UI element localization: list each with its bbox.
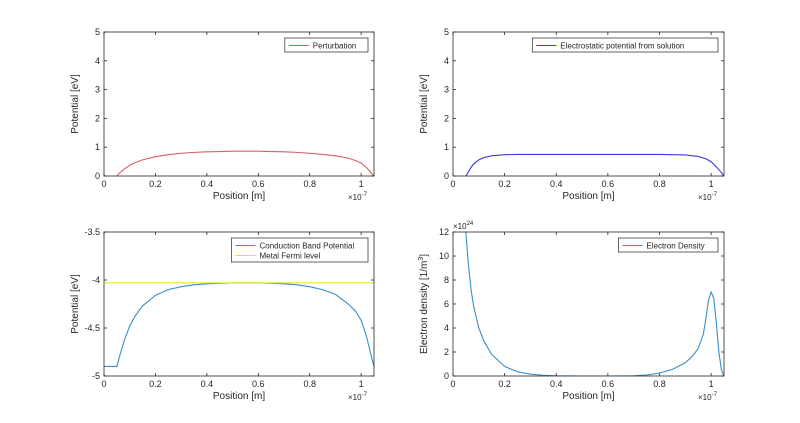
y-tick-label: 2 <box>95 113 100 123</box>
y-axis-label: Potential [eV] <box>419 74 430 134</box>
x-axis-label: Position [m] <box>213 191 265 202</box>
x-exponent-label: ×10-7 <box>348 392 368 402</box>
legend-box <box>231 237 369 263</box>
x-tick-label: 0.6 <box>252 379 265 389</box>
legend-box <box>284 37 369 53</box>
legend: Electrostatic potential from solution <box>531 37 719 53</box>
x-tick-label: 0 <box>101 179 106 189</box>
x-tick-label: 0.4 <box>201 379 214 389</box>
x-tick-label: 0 <box>450 179 455 189</box>
x-tick-label: 0.6 <box>602 379 615 389</box>
y-tick-label: 6 <box>444 299 449 309</box>
plot-area: 0 0.2 0.4 0.6 0.8 1 -5 -4.5 -4 -3.5 <box>84 227 375 389</box>
legend-box <box>618 237 719 253</box>
series-line-electrostatic-potential-from-solution <box>465 153 724 176</box>
y-tick-label: 1 <box>95 142 100 152</box>
legend-box <box>531 37 719 53</box>
electrostatic-potential-chart: 0 0.2 0.4 0.6 0.8 1 0 1 2 3 4 5 Electrostatic poten… <box>419 27 725 202</box>
legend-entry-electron-density: Electron Density <box>646 242 704 251</box>
x-tick-label: 0.8 <box>303 379 316 389</box>
x-tick-label: 0 <box>450 379 455 389</box>
x-tick-label: 0.4 <box>550 379 563 389</box>
axes-box <box>103 231 375 377</box>
y-tick-label: 4 <box>95 56 100 66</box>
x-tick-label: 0.8 <box>653 379 666 389</box>
y-tick-label: 10 <box>439 251 449 261</box>
y-tick-label: 0 <box>444 371 449 381</box>
x-tick-label: 0.2 <box>498 379 511 389</box>
x-axis-label: Position [m] <box>562 391 614 402</box>
y-tick-label: 2 <box>444 347 449 357</box>
x-tick-label: 1 <box>359 379 364 389</box>
perturbation-chart: 0 0.2 0.4 0.6 0.8 1 0 1 2 3 4 5 Perturbation Positi… <box>70 27 375 202</box>
x-tick-label: 0.4 <box>550 179 563 189</box>
plot-area: 0 0.2 0.4 0.6 0.8 1 0 1 2 3 4 5 <box>444 27 725 189</box>
y-axis-label: Electron density [1/m3] <box>418 254 430 354</box>
y-tick-label: -4 <box>92 275 100 285</box>
y-tick-label: 8 <box>444 275 449 285</box>
y-tick-label: -5 <box>92 371 100 381</box>
x-tick-label: 0.2 <box>498 179 511 189</box>
axes-box <box>103 31 375 177</box>
x-tick-label: 0.6 <box>602 179 615 189</box>
y-tick-label: 12 <box>439 227 449 237</box>
y-tick-label: -4.5 <box>84 323 100 333</box>
y-axis-label: Potential [eV] <box>70 274 81 334</box>
series-line-perturbation <box>116 150 374 176</box>
plot-area: 0 0.2 0.4 0.6 0.8 1 0 1 2 3 4 5 <box>95 27 375 189</box>
x-exponent-label: ×10-7 <box>698 392 718 402</box>
y-tick-label: 5 <box>444 27 449 37</box>
y-exponent-label: ×1024 <box>453 221 474 231</box>
y-tick-label: 5 <box>95 27 100 37</box>
x-axis-label: Position [m] <box>213 391 265 402</box>
x-tick-label: 0.8 <box>303 179 316 189</box>
y-tick-label: 3 <box>95 85 100 95</box>
legend-entry-metal-fermi-level: Metal Fermi level <box>260 252 321 261</box>
x-exponent-label: ×10-7 <box>348 192 368 202</box>
y-tick-label: 0 <box>95 171 100 181</box>
axes-box <box>452 31 725 177</box>
x-tick-label: 1 <box>709 379 714 389</box>
y-tick-label: 4 <box>444 56 449 66</box>
y-tick-label: 2 <box>444 113 449 123</box>
y-tick-label: 3 <box>444 85 449 95</box>
x-tick-label: 1 <box>709 179 714 189</box>
y-tick-label: 1 <box>444 142 449 152</box>
x-tick-label: 0.2 <box>149 179 162 189</box>
y-tick-label: -3.5 <box>84 227 100 237</box>
x-exponent-label: ×10-7 <box>698 192 718 202</box>
legend-entry-conduction-band-potential: Conduction Band Potential <box>260 242 355 251</box>
y-tick-label: 4 <box>444 323 449 333</box>
x-tick-label: 0 <box>101 379 106 389</box>
x-tick-label: 1 <box>359 179 364 189</box>
y-tick-label: 0 <box>444 171 449 181</box>
legend-entry-perturbation: Perturbation <box>313 42 357 51</box>
x-tick-label: 0.8 <box>653 179 666 189</box>
x-tick-label: 0.2 <box>149 379 162 389</box>
legend-entry-electrostatic-potential-from-solution: Electrostatic potential from solution <box>560 42 684 51</box>
y-axis-label: Potential [eV] <box>70 74 81 134</box>
legend: Electron Density <box>618 237 719 253</box>
x-tick-label: 0.6 <box>252 179 265 189</box>
x-tick-label: 0.4 <box>201 179 214 189</box>
x-axis-label: Position [m] <box>562 191 614 202</box>
legend: Perturbation <box>284 37 369 53</box>
conduction-band-chart: 0 0.2 0.4 0.6 0.8 1 -5 -4.5 -4 -3.5 Conduction Ba… <box>70 227 375 402</box>
